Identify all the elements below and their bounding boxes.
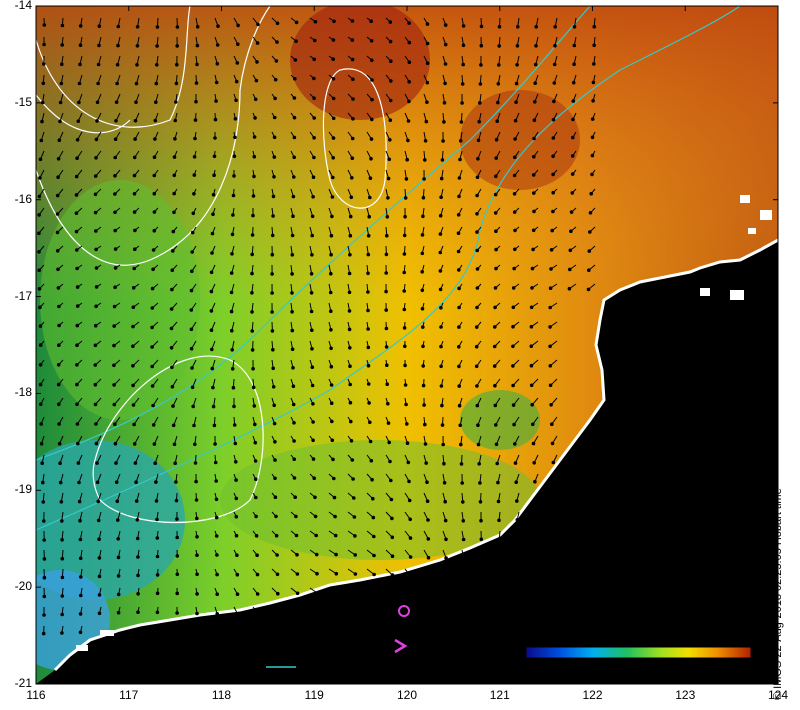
y-tick-label: -14: [14, 0, 32, 12]
x-tick-label: 123: [675, 688, 696, 702]
colorbar-tick-label: 25: [597, 662, 611, 676]
x-tick-label: 116: [26, 688, 46, 702]
drifter-marker: [394, 638, 408, 654]
velocity-vectors: [37, 17, 597, 636]
annotation-line-1: Altimetric sealevel: [636, 400, 733, 414]
annotation-line-3: and velocity for: [636, 430, 717, 444]
annotation-line-4: 12-Oct 13Z: [636, 445, 697, 459]
x-tick-label: 117: [119, 688, 139, 702]
x-tick-label: 122: [582, 688, 603, 702]
credit-text: © IMOS 22-Aug-2018 02:25:05 Hobart time: [772, 488, 784, 700]
annotation-line-5: 0.5m/s (1kt 24h): [636, 460, 723, 474]
x-tick-label: 124: [767, 688, 789, 702]
y-tick-label: -20: [14, 579, 32, 594]
x-tick-label: 120: [396, 688, 418, 702]
y-tick-label: -17: [14, 288, 32, 303]
land-mass: [36, 240, 778, 684]
bathymetry-contours: [36, 6, 741, 531]
axis-ticks: [35, 5, 779, 685]
colorbar-tick-label: 24: [561, 662, 575, 676]
annotation-time: 13:57Z: [652, 371, 693, 386]
annotation-line-2: (0.1m contours): [636, 415, 721, 429]
colorbar-tick-label: 28: [711, 662, 725, 676]
colorbar: [525, 646, 752, 659]
colorbar-tick-label: 26: [634, 662, 648, 676]
annotation-date: 12-Oct-2006: [636, 353, 709, 368]
x-tick-label: 121: [489, 688, 510, 702]
argo-label: Argo: [416, 604, 442, 618]
y-tick-label: -16: [14, 191, 32, 206]
sealevel-contours: [36, 6, 387, 524]
coastline: [53, 238, 778, 672]
x-tick-label: 119: [304, 688, 324, 702]
argo-marker: [398, 605, 410, 617]
colorbar-title: Temperature (°C) 0 62% ql>=4: [548, 627, 717, 641]
colorbar-tick-label: 23: [526, 662, 540, 676]
y-tick-label: -19: [14, 482, 32, 497]
y-tick-label: -21: [14, 676, 32, 690]
colorbar-tick-label: 27: [672, 662, 686, 676]
islands: [76, 195, 772, 651]
bathy-legend-label: 200 1000m: [266, 650, 330, 664]
x-tick-label: 118: [211, 688, 232, 702]
y-tick-label: -18: [14, 385, 32, 400]
y-tick-label: -15: [14, 94, 32, 109]
drifter-label: drifter: [410, 640, 441, 654]
